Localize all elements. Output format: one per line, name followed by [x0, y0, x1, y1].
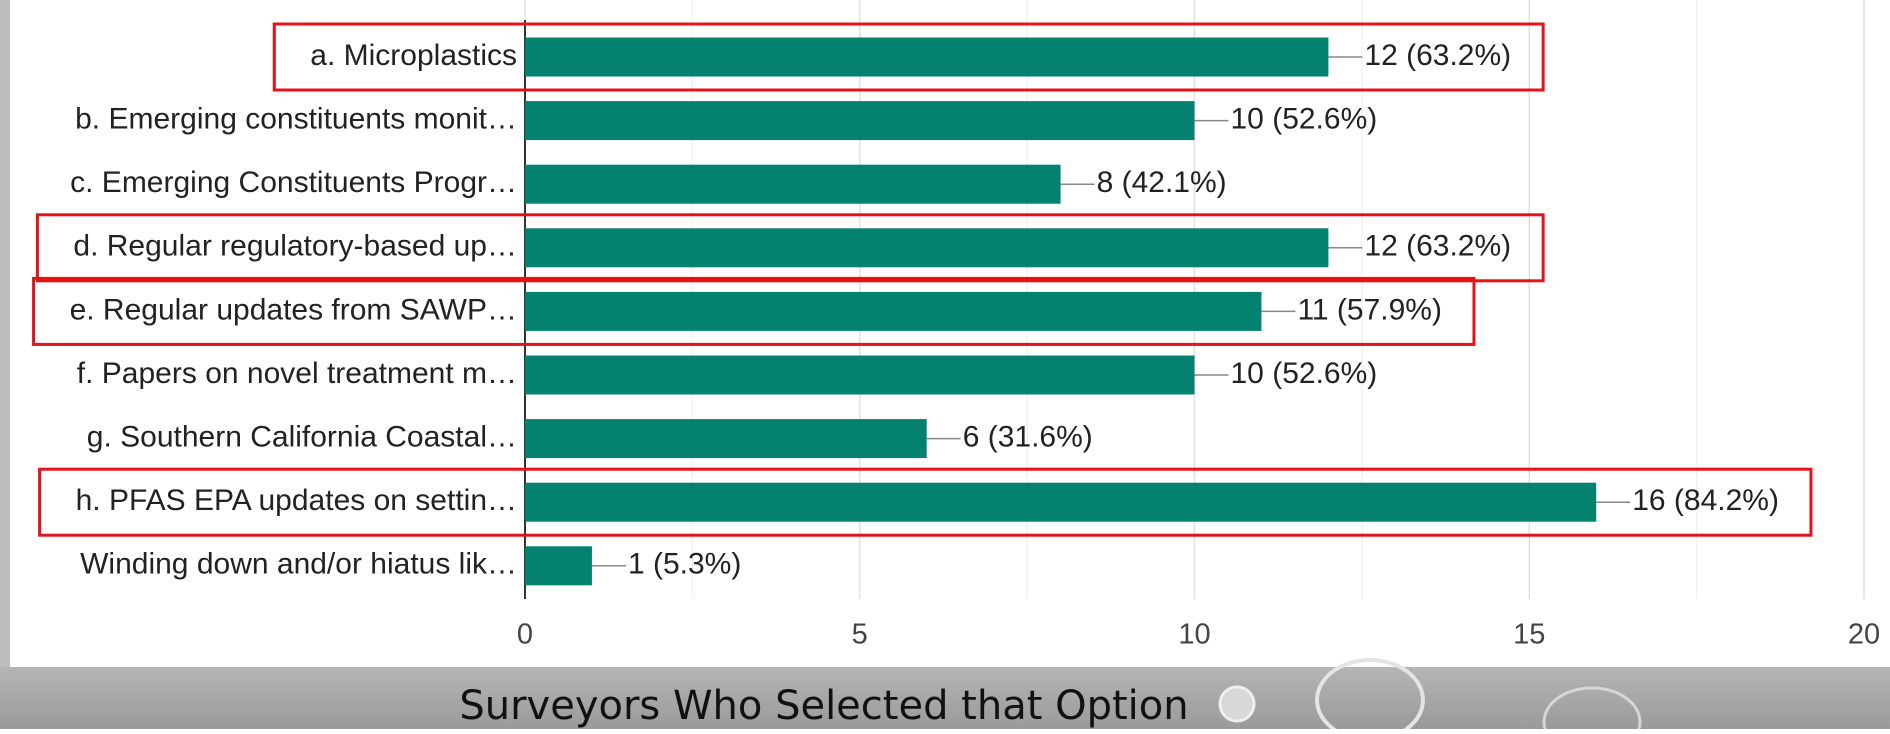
- category-label: f. Papers on novel treatment m…: [77, 357, 517, 390]
- page: 0 5 10 15 20 a. Microplastics 12 (63.2%) b. Eme…: [0, 0, 1890, 729]
- value-label: 6 (31.6%): [963, 421, 1093, 454]
- category-label: h. PFAS EPA updates on settin…: [76, 484, 517, 517]
- bar: [525, 292, 1261, 331]
- x-tick-label: 20: [1848, 619, 1880, 651]
- category-label: Winding down and/or hiatus lik…: [80, 548, 517, 581]
- bar: [525, 419, 927, 458]
- value-label: 12 (63.2%): [1364, 230, 1511, 263]
- bar: [525, 165, 1061, 204]
- x-tick-label: 5: [852, 619, 868, 651]
- category-label: g. Southern California Coastal…: [87, 421, 517, 454]
- bar: [525, 356, 1195, 395]
- category-label: b. Emerging constituents monit…: [75, 103, 517, 136]
- value-label: 10 (52.6%): [1231, 103, 1378, 136]
- bubble: [1220, 687, 1254, 721]
- x-tick-label: 0: [517, 619, 533, 651]
- chart: 0 5 10 15 20 a. Microplastics 12 (63.2%) b. Eme…: [0, 0, 1890, 729]
- bar: [525, 38, 1328, 77]
- bar: [525, 101, 1195, 140]
- x-axis-title: Surveyors Who Selected that Option: [459, 683, 1188, 729]
- value-label: 11 (57.9%): [1297, 293, 1442, 326]
- category-label: c. Emerging Constituents Progr…: [70, 166, 517, 199]
- bar: [525, 483, 1596, 522]
- value-label: 10 (52.6%): [1231, 357, 1378, 390]
- value-label: 1 (5.3%): [628, 548, 741, 581]
- value-label: 8 (42.1%): [1097, 166, 1227, 199]
- bar: [525, 546, 592, 585]
- category-label: e. Regular updates from SAWP…: [70, 293, 517, 326]
- x-tick-label: 15: [1513, 619, 1545, 651]
- x-tick-label: 10: [1178, 619, 1210, 651]
- category-label: d. Regular regulatory-based up…: [73, 230, 517, 263]
- category-label: a. Microplastics: [310, 39, 517, 72]
- value-label: 12 (63.2%): [1364, 39, 1511, 72]
- value-label: 16 (84.2%): [1632, 484, 1779, 517]
- bar: [525, 228, 1328, 267]
